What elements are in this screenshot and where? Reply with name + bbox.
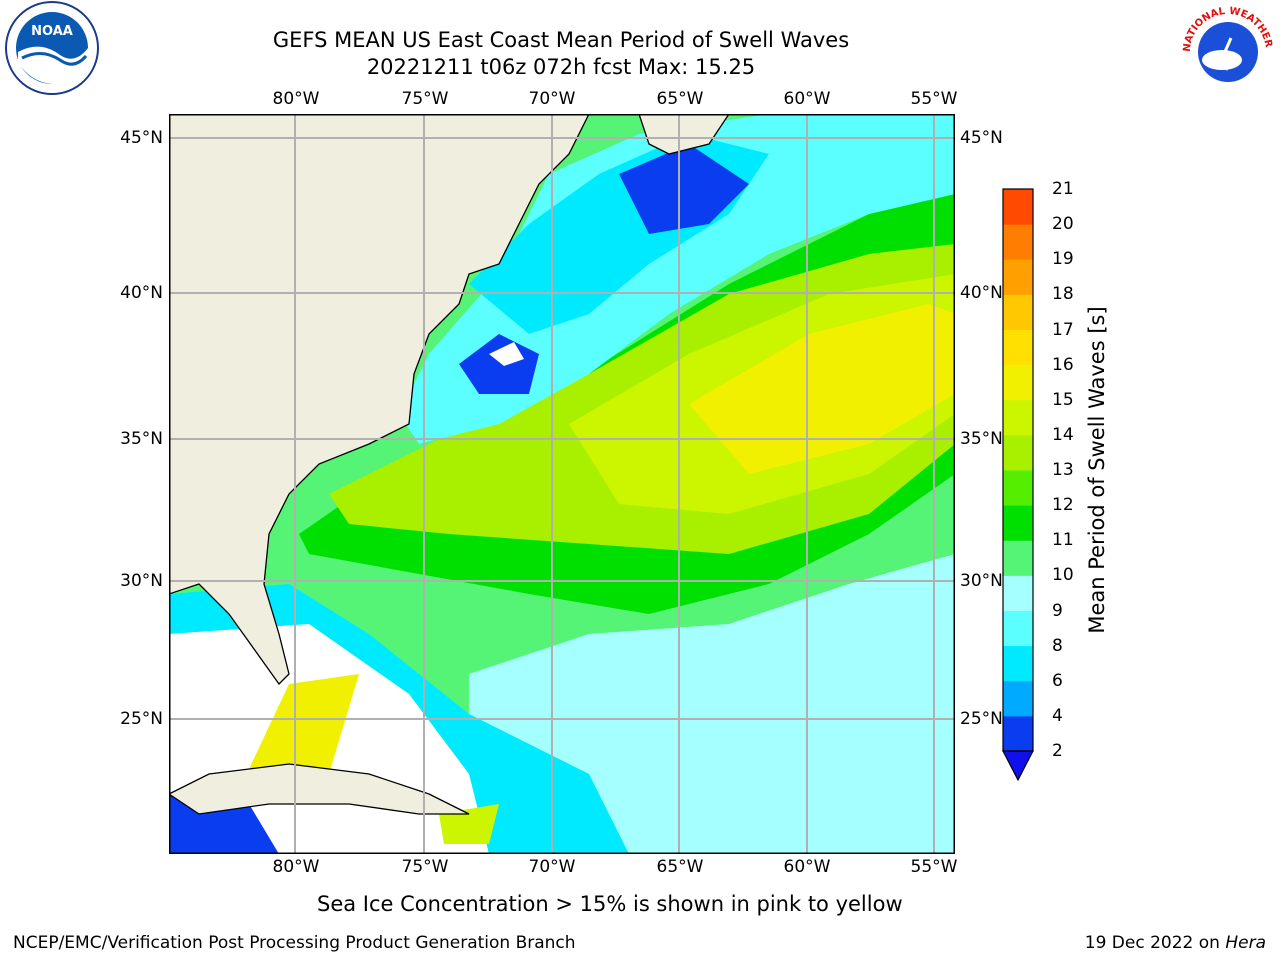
sea-ice-note: Sea Ice Concentration > 15% is shown in … (170, 892, 1130, 916)
lon-tick-bottom-75w: 75°W (401, 857, 449, 877)
colorbar-tick-label: 6 (1052, 670, 1063, 691)
lat-tick-left-30n: 30°N (120, 571, 163, 591)
lat-tick-left-45n: 45°N (120, 128, 163, 148)
colorbar-tick-label: 4 (1052, 705, 1063, 726)
lat-tick-right-45n: 45°N (960, 128, 1003, 148)
colorbar-swatch (1003, 540, 1033, 576)
lat-tick-right-25n: 25°N (960, 709, 1003, 729)
colorbar-swatch (1003, 259, 1033, 295)
lon-tick-top-55w: 55°W (910, 89, 958, 109)
colorbar-label: Mean Period of Swell Waves [s] (1085, 306, 1109, 634)
colorbar-tick-label: 2 (1052, 741, 1063, 761)
footer-date-text: 19 Dec 2022 on (1084, 933, 1220, 953)
colorbar-swatch (1003, 470, 1033, 506)
footer-credit: NCEP/EMC/Verification Post Processing Pr… (13, 933, 576, 953)
lon-tick-bottom-60w: 60°W (783, 857, 831, 877)
lon-tick-bottom-65w: 65°W (656, 857, 704, 877)
colorbar-swatch (1003, 575, 1033, 611)
colorbar-swatch (1003, 610, 1033, 647)
land-cuba (169, 763, 470, 815)
lon-tick-top-80w: 80°W (272, 89, 320, 109)
nws-logo: NATIONAL WEATHER SERVICE (1172, 0, 1280, 100)
colorbar-tick-label: 21 (1052, 179, 1074, 199)
colorbar-swatch (1003, 329, 1033, 366)
colorbar-tick-label: 18 (1052, 284, 1074, 305)
colorbar-swatch (1003, 224, 1033, 260)
colorbar-extend-triangle (1002, 750, 1034, 782)
lat-tick-right-35n: 35°N (960, 429, 1003, 449)
lat-tick-right-40n: 40°N (960, 283, 1003, 303)
colorbar-swatch (1003, 189, 1033, 225)
lon-tick-bottom-80w: 80°W (272, 857, 320, 877)
chart-subtitle-date: 20221211 t06z 072h fcst Max: 15.25 (366, 55, 756, 79)
colorbar-swatch (1003, 505, 1033, 541)
colorbar-swatch (1003, 715, 1033, 752)
colorbar-swatch (1003, 434, 1033, 471)
land-us-east-coast (169, 114, 590, 686)
colorbar-tick-label: 17 (1052, 319, 1074, 340)
colorbar-swatch (1003, 399, 1033, 436)
lon-tick-top-70w: 70°W (528, 89, 576, 109)
noaa-logo-text: NOAA (31, 24, 73, 39)
colorbar-tick-label: 13 (1052, 460, 1074, 480)
region-15s (689, 304, 955, 474)
footer-machine: Hera (1225, 933, 1266, 953)
colorbar-tick-label: 9 (1052, 600, 1063, 621)
lon-tick-top-60w: 60°W (783, 89, 831, 109)
colorbar-tick-label: 20 (1052, 214, 1074, 235)
map-frame (169, 114, 955, 854)
region-bahamas-bank (249, 674, 359, 774)
chart-title: GEFS MEAN US East Coast Mean Period of S… (272, 28, 850, 52)
colorbar-tick-label: 19 (1052, 249, 1074, 270)
colorbar (1002, 188, 1034, 782)
colorbar-tick-label: 10 (1052, 565, 1074, 586)
region-9s-south (769, 704, 955, 854)
colorbar-swatch (1003, 364, 1033, 401)
lon-tick-bottom-55w: 55°W (910, 857, 958, 877)
swell-period-map (169, 114, 955, 854)
colorbar-tick-label: 11 (1052, 530, 1074, 551)
sea-ice-note-text: Sea Ice Concentration > 15% is shown in … (317, 892, 903, 916)
footer-date: 19 Dec 2022 on Hera (1085, 933, 1266, 953)
colorbar-tick-label: 15 (1052, 389, 1074, 410)
colorbar-frame (1002, 188, 1034, 752)
region-8s-north (399, 114, 955, 444)
colorbar-tick-label: 8 (1052, 635, 1063, 656)
region-2s-offshore (459, 334, 539, 394)
colorbar-tick-label: 14 (1052, 424, 1074, 445)
lon-tick-top-75w: 75°W (401, 89, 449, 109)
colorbar-tick-label: 16 (1052, 354, 1074, 375)
colorbar-tick-label: 12 (1052, 495, 1074, 516)
graticule (169, 114, 955, 854)
region-2s-gulf-maine (619, 144, 749, 234)
lon-tick-top-65w: 65°W (656, 89, 704, 109)
lat-tick-right-30n: 30°N (960, 571, 1003, 591)
colorbar-swatch (1003, 680, 1033, 717)
colorbar-swatch (1003, 645, 1033, 682)
lon-tick-bottom-70w: 70°W (528, 857, 576, 877)
noaa-logo: NOAA (0, 0, 105, 100)
lat-tick-left-35n: 35°N (120, 429, 163, 449)
colorbar-swatch (1003, 294, 1033, 330)
region-nodata-offshore (489, 342, 524, 366)
lat-tick-left-25n: 25°N (120, 709, 163, 729)
lat-tick-left-40n: 40°N (120, 283, 163, 303)
